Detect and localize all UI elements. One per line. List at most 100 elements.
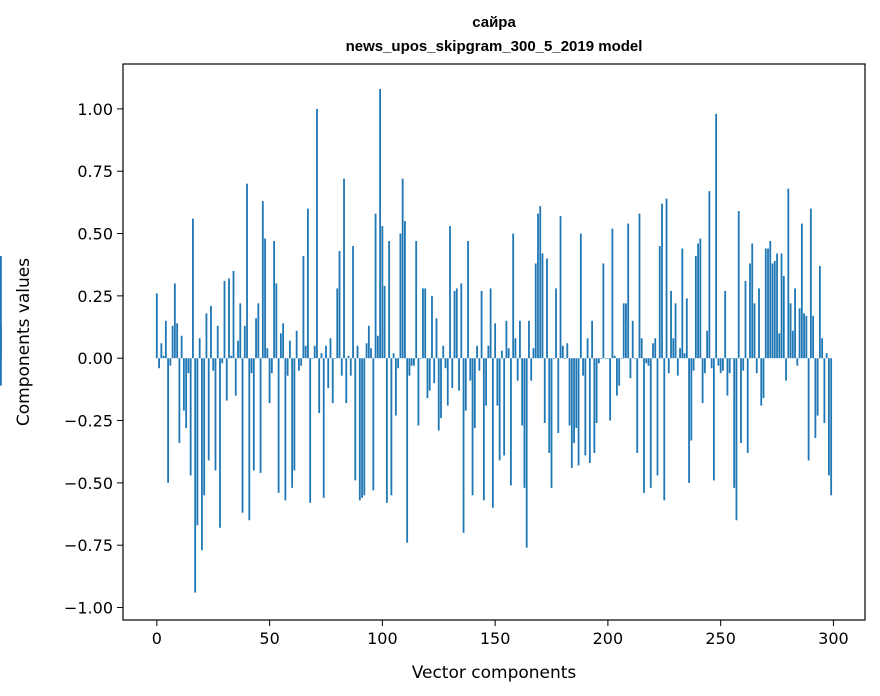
- bar: [365, 343, 368, 359]
- bar: [257, 303, 260, 359]
- bar: [588, 358, 591, 463]
- bar: [685, 298, 688, 359]
- bar: [663, 358, 666, 501]
- y-axis: −1.00 −0.75 −0.50 −0.25 0.00 0.25 0.50 0.75 1.00: [64, 100, 123, 618]
- bar: [408, 358, 411, 376]
- bar: [250, 358, 253, 374]
- bar: [485, 358, 487, 406]
- bar: [419, 358, 422, 359]
- bar: [600, 358, 603, 359]
- bar: [162, 355, 165, 359]
- bar: [694, 255, 697, 359]
- bar: [773, 260, 776, 359]
- bar: [649, 358, 652, 488]
- bar: [298, 358, 300, 371]
- bar: [252, 358, 255, 471]
- bar: [591, 320, 593, 359]
- bar: [394, 358, 397, 416]
- x-tick-label: 0: [152, 629, 162, 648]
- bar: [620, 358, 623, 359]
- bar: [543, 358, 546, 424]
- bar: [719, 358, 722, 374]
- bar: [291, 358, 294, 488]
- bar: [724, 290, 727, 359]
- bar: [455, 288, 458, 359]
- bar: [629, 358, 632, 379]
- bar: [737, 211, 740, 359]
- bar: [279, 333, 282, 359]
- bar: [586, 338, 589, 359]
- bar: [676, 358, 679, 376]
- bar: [557, 358, 560, 434]
- bar: [550, 358, 553, 488]
- bar: [803, 313, 805, 359]
- bar: [519, 320, 521, 359]
- y-axis-label: Components values: [14, 258, 34, 426]
- bar: [203, 358, 206, 496]
- bar: [234, 358, 237, 396]
- bar: [710, 358, 713, 369]
- bar: [0, 325, 2, 359]
- bar: [476, 345, 478, 359]
- bar: [604, 358, 607, 359]
- bar: [158, 358, 160, 369]
- bar: [825, 353, 828, 359]
- bar: [487, 345, 490, 359]
- bar: [510, 358, 512, 486]
- bar: [302, 255, 305, 359]
- bar: [379, 88, 381, 359]
- bar: [451, 358, 454, 389]
- bar: [171, 325, 174, 359]
- x-axis-label: Vector components: [412, 663, 577, 683]
- bar: [363, 358, 366, 496]
- bar: [758, 288, 760, 359]
- bar: [243, 325, 246, 359]
- bar: [422, 288, 424, 359]
- x-tick-label: 300: [818, 629, 849, 648]
- bar: [223, 280, 226, 359]
- bar: [286, 358, 289, 376]
- bar: [198, 338, 201, 359]
- bar: [697, 243, 699, 359]
- bar: [390, 358, 393, 496]
- bar: [645, 358, 648, 364]
- y-tick-label: 0.50: [77, 225, 113, 244]
- bar: [789, 303, 792, 359]
- bar: [796, 358, 799, 366]
- bar: [473, 358, 476, 429]
- bar: [537, 213, 539, 359]
- plot-area-frame: [122, 63, 866, 621]
- bar: [264, 238, 266, 359]
- bar: [546, 258, 548, 359]
- bar: [703, 358, 706, 374]
- bar: [413, 358, 415, 366]
- bar: [746, 358, 749, 453]
- bar: [595, 358, 598, 424]
- bar: [690, 358, 693, 441]
- bar: [514, 338, 517, 359]
- bar: [491, 358, 494, 508]
- bar: [453, 290, 456, 359]
- bar: [622, 303, 625, 359]
- bar: [320, 353, 323, 359]
- bar: [525, 358, 528, 548]
- bar: [458, 358, 460, 391]
- bar: [636, 358, 639, 453]
- bar: [735, 358, 738, 521]
- bar: [634, 358, 636, 359]
- bar: [568, 358, 571, 426]
- bar: [715, 113, 718, 359]
- bar: [609, 358, 612, 421]
- bar: [356, 345, 359, 359]
- bar: [613, 355, 616, 359]
- bar: [261, 201, 264, 359]
- bar: [478, 358, 481, 371]
- bar: [665, 198, 668, 359]
- bar: [399, 233, 402, 359]
- bar: [372, 358, 375, 491]
- bar: [469, 358, 472, 381]
- bar: [744, 280, 747, 359]
- bar: [437, 358, 440, 431]
- bar: [467, 241, 469, 359]
- bar: [155, 293, 158, 359]
